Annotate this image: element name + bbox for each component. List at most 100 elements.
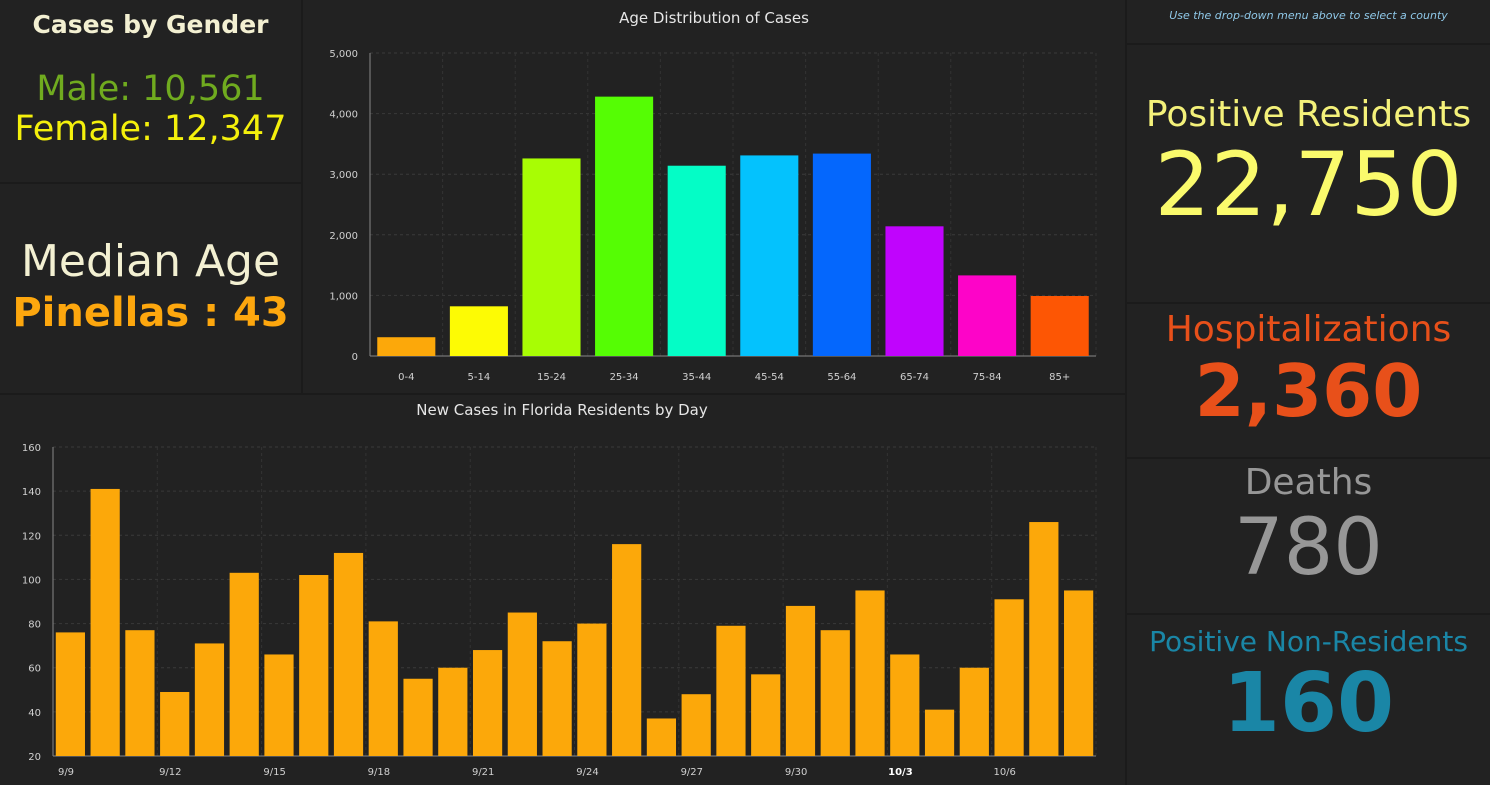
age-xtick-label: 35-44 [682,372,711,383]
daily-xtick-label: 10/3 [888,767,913,778]
daily-bar[interactable] [681,694,711,756]
daily-bar[interactable] [229,572,259,756]
daily-bar[interactable] [1064,590,1094,756]
daily-ytick-label: 20 [28,752,41,763]
age-bar-55-64[interactable] [812,153,871,356]
age-ytick-label: 3,000 [329,170,358,181]
daily-xtick-label: 9/27 [681,767,703,778]
daily-bar[interactable] [994,599,1024,756]
positive-non-residents-label: Positive Non-Residents [1149,625,1468,658]
age-bar-15-24[interactable] [522,158,581,356]
positive-residents-value: 22,750 [1154,132,1463,236]
daily-bar[interactable] [299,575,329,756]
daily-bar[interactable] [751,674,781,756]
daily-xtick-label: 9/21 [472,767,494,778]
daily-ytick-label: 140 [22,487,41,498]
daily-bar[interactable] [507,612,537,756]
age-distribution-chart: Age Distribution of Cases 0 1,000 2,000 3,0… [329,9,1097,383]
daily-bar[interactable] [1029,522,1059,756]
age-xtick-label: 0-4 [398,372,414,383]
positive-residents-label: Positive Residents [1145,94,1472,135]
hospitalizations-panel: Hospitalizations 2,360 [1127,304,1490,457]
daily-ytick-label: 100 [22,575,41,586]
daily-bar[interactable] [924,709,955,756]
age-ytick-label: 0 [352,352,358,363]
daily-bar[interactable] [403,678,433,756]
daily-bar[interactable] [333,552,364,756]
age-distribution-panel: Age Distribution of Cases 0 1,000 2,000 3,0… [303,0,1125,393]
daily-ytick-label: 80 [28,620,41,631]
daily-xtick-label: 9/12 [159,767,181,778]
age-ytick-label: 4,000 [329,110,358,121]
daily-bar[interactable] [125,630,155,756]
median-age-title: Median Age [20,236,281,287]
daily-bar[interactable] [890,654,920,756]
daily-xtick-label: 10/6 [993,767,1015,778]
hospitalizations-label: Hospitalizations [1165,309,1452,350]
daily-cases-panel: New Cases in Florida Residents by Day 20… [0,395,1125,785]
daily-bar[interactable] [855,590,885,756]
age-xtick-label: 65-74 [900,372,929,383]
daily-bar[interactable] [646,718,677,756]
age-ytick-label: 5,000 [329,49,358,60]
daily-ytick-label: 120 [22,531,41,542]
age-xtick-label: 15-24 [537,372,566,383]
age-bar-65-74[interactable] [885,226,944,356]
age-xtick-label: 5-14 [468,372,491,383]
daily-ytick-label: 160 [22,443,41,454]
age-bar-25-34[interactable] [595,96,654,356]
age-xtick-label: 45-54 [755,372,784,383]
daily-xtick-label: 9/15 [263,767,285,778]
daily-ytick-label: 60 [28,664,41,675]
daily-bar[interactable] [612,544,642,756]
median-age-value: Pinellas : 43 [12,290,289,336]
age-ytick-label: 1,000 [329,291,358,302]
female-count: Female: 12,347 [14,109,287,149]
daily-bar[interactable] [959,667,989,756]
male-count: Male: 10,561 [36,69,265,109]
county-select-note-panel: Use the drop-down menu above to select a… [1127,0,1490,43]
daily-bar[interactable] [90,488,120,756]
age-bar-45-54[interactable] [740,155,799,356]
deaths-label: Deaths [1244,462,1373,503]
age-xtick-label: 75-84 [973,372,1002,383]
daily-cases-chart: New Cases in Florida Residents by Day 20… [22,401,1097,778]
daily-bar[interactable] [577,623,607,756]
cases-by-gender-title: Cases by Gender [32,10,269,39]
daily-bar[interactable] [716,625,746,756]
age-bar-85+[interactable] [1030,296,1089,356]
daily-bar[interactable] [820,630,850,756]
age-xtick-label: 55-64 [827,372,856,383]
daily-bar[interactable] [472,650,503,756]
daily-ytick-label: 40 [28,708,41,719]
age-xtick-label: 85+ [1049,372,1070,383]
age-xtick-label: 25-34 [610,372,639,383]
daily-bar[interactable] [194,643,225,756]
deaths-value: 780 [1234,502,1383,593]
age-bar-75-84[interactable] [958,275,1017,356]
age-chart-title: Age Distribution of Cases [619,9,809,27]
daily-bar[interactable] [55,632,85,756]
daily-xtick-label: 9/18 [368,767,390,778]
daily-bar[interactable] [438,667,468,756]
positive-residents-panel: Positive Residents 22,750 [1127,45,1490,302]
cases-by-gender-panel: Cases by Gender Male: 10,561 Female: 12,… [0,0,301,182]
deaths-panel: Deaths 780 [1127,459,1490,613]
county-select-note: Use the drop-down menu above to select a… [1169,9,1448,22]
hospitalizations-value: 2,360 [1194,348,1423,433]
age-bar-35-44[interactable] [667,165,726,356]
daily-bar[interactable] [160,691,190,756]
age-bar-5-14[interactable] [449,306,508,356]
positive-non-residents-value: 160 [1222,655,1395,751]
median-age-panel: Median Age Pinellas : 43 [0,184,301,393]
daily-xtick-label: 9/9 [58,767,74,778]
daily-xtick-label: 9/30 [785,767,807,778]
age-bar-0-4[interactable] [377,337,436,356]
age-ytick-label: 2,000 [329,231,358,242]
daily-xtick-label: 9/24 [576,767,598,778]
daily-bar[interactable] [542,641,572,756]
daily-bar[interactable] [368,621,398,756]
positive-non-residents-panel: Positive Non-Residents 160 [1127,615,1490,785]
daily-bar[interactable] [264,654,294,756]
daily-bar[interactable] [785,605,816,756]
